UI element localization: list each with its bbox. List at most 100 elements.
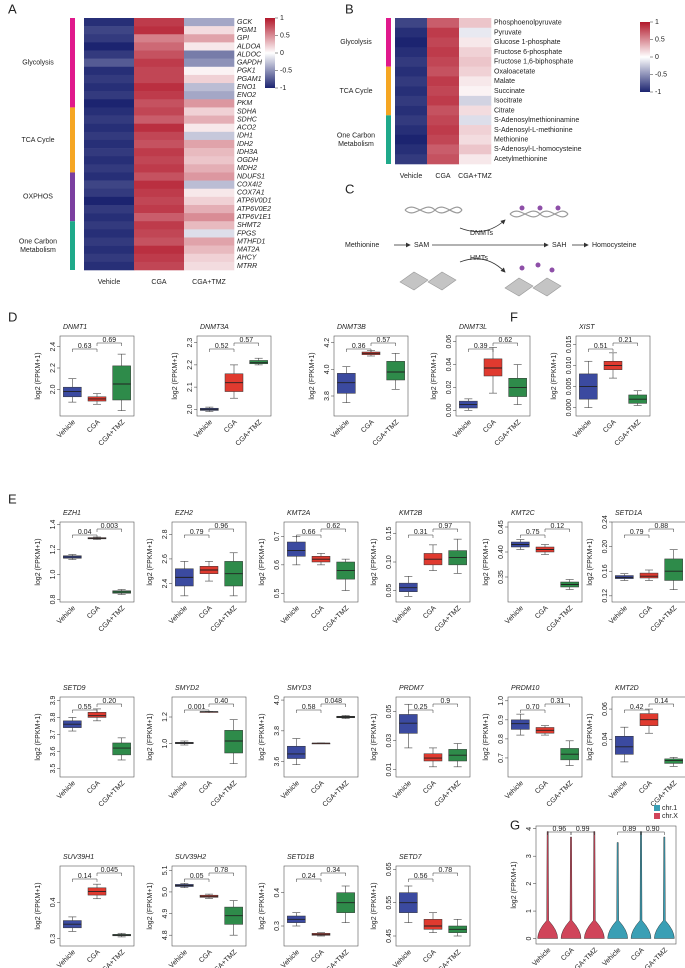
panel-label: G bbox=[510, 817, 520, 832]
heatmap-cell bbox=[427, 56, 460, 67]
x-tick-label: CGA+TMZ bbox=[458, 173, 492, 180]
plot-frame bbox=[171, 696, 247, 778]
y-tick-label: 0.7 bbox=[498, 753, 505, 763]
significance-bracket bbox=[588, 348, 614, 352]
row-label: SDHA bbox=[237, 108, 257, 115]
group-label: Glycolysis bbox=[22, 60, 54, 67]
box bbox=[664, 558, 683, 581]
colorbar bbox=[640, 22, 650, 92]
significance-bracket bbox=[320, 872, 346, 876]
y-tick-label: 0.8 bbox=[50, 595, 57, 605]
box bbox=[337, 373, 356, 394]
y-tick-label: 1.0 bbox=[162, 739, 169, 749]
panel-title: KMT2B bbox=[399, 510, 423, 517]
x-tick-label: CGA+TMZ bbox=[322, 948, 351, 968]
x-tick-label: CGA+TMZ bbox=[98, 779, 127, 808]
panel-label: B bbox=[345, 1, 354, 16]
row-label: OGDH bbox=[237, 157, 259, 164]
y-tick-label: 0.20 bbox=[602, 540, 609, 554]
y-tick-label: 0.03 bbox=[386, 734, 393, 748]
heatmap-cell bbox=[395, 125, 428, 136]
significance-bracket bbox=[72, 348, 98, 352]
y-tick-label: 3.8 bbox=[50, 712, 57, 722]
heatmap-cell bbox=[395, 27, 428, 38]
heatmap-cell bbox=[84, 245, 135, 255]
y-tick-label: 2.2 bbox=[50, 363, 57, 373]
row-label: IDH2 bbox=[237, 141, 253, 148]
significance-bracket bbox=[208, 528, 234, 532]
p-value: 0.66 bbox=[302, 529, 316, 536]
row-label: NDUFS1 bbox=[237, 173, 265, 180]
p-value: 0.14 bbox=[655, 698, 669, 705]
violin bbox=[537, 831, 558, 939]
x-tick-label: CGA+TMZ bbox=[546, 604, 575, 633]
legend-swatch bbox=[654, 813, 660, 819]
x-tick-label: Vehicle bbox=[572, 419, 593, 440]
group-label: One Carbon Metabolism bbox=[337, 132, 375, 147]
heatmap-cell bbox=[395, 105, 428, 116]
heatmap-cell bbox=[459, 105, 492, 116]
p-value: 0.62 bbox=[327, 523, 341, 530]
diagram-label: DNMTs bbox=[470, 230, 493, 237]
heatmap-cell bbox=[84, 131, 135, 141]
x-tick-label: Vehicle bbox=[504, 780, 525, 801]
panel-title: XIST bbox=[578, 324, 595, 331]
y-tick-label: 3.6 bbox=[274, 757, 281, 767]
y-tick-label: 0.02 bbox=[446, 381, 453, 395]
y-tick-label: 0.5 bbox=[274, 588, 281, 598]
panel-title: KMT2C bbox=[511, 510, 536, 517]
x-tick-label: Vehicle bbox=[280, 780, 301, 801]
heatmap-cell bbox=[134, 58, 185, 68]
x-tick-label: CGA+TMZ bbox=[650, 604, 679, 633]
p-value: 0.05 bbox=[190, 873, 204, 880]
colorbar-tick-label: 0 bbox=[280, 50, 284, 57]
y-tick-label: 2.4 bbox=[162, 579, 169, 589]
panel-title: KMT2D bbox=[615, 685, 639, 692]
significance-bracket bbox=[184, 709, 210, 713]
panel-title: SETD1B bbox=[287, 854, 315, 861]
colorbar-tick-label: 1 bbox=[655, 19, 659, 26]
significance-bracket bbox=[346, 348, 372, 352]
heatmap-cell bbox=[184, 42, 235, 51]
heatmap-cell bbox=[134, 18, 185, 27]
row-label: Pyruvate bbox=[494, 29, 522, 36]
heatmap-cell bbox=[134, 148, 185, 157]
heatmap-cell bbox=[184, 50, 235, 59]
x-tick-label: Vehicle bbox=[392, 780, 413, 801]
box bbox=[639, 572, 659, 579]
x-tick-label: CGA+TMZ bbox=[434, 948, 463, 968]
row-label: Methionine bbox=[494, 137, 528, 144]
row-label: ENO1 bbox=[237, 84, 256, 91]
x-tick-label: CGA+TMZ bbox=[322, 604, 351, 633]
y-axis-label: log2 (FPKM+1) bbox=[35, 882, 42, 929]
row-label: COX4I2 bbox=[237, 181, 262, 188]
y-axis-label: log2 (FPKM+1) bbox=[371, 882, 378, 929]
heatmap-cell bbox=[134, 172, 185, 181]
heatmap-cell bbox=[134, 26, 185, 35]
p-value: 0.63 bbox=[78, 343, 92, 350]
heatmap-cell bbox=[459, 47, 492, 58]
x-tick-label: CGA bbox=[360, 419, 376, 435]
significance-bracket bbox=[296, 878, 322, 882]
heatmap-cell bbox=[84, 180, 135, 190]
heatmap-cell bbox=[427, 154, 460, 165]
heatmap-cell bbox=[459, 125, 492, 136]
p-value: 0.62 bbox=[499, 337, 513, 344]
y-tick-label: 0.55 bbox=[386, 896, 393, 910]
p-value: 0.24 bbox=[302, 873, 316, 880]
row-label: MDH2 bbox=[237, 165, 257, 172]
panel-title: PRDM10 bbox=[511, 685, 540, 692]
significance-bracket bbox=[648, 703, 674, 707]
significance-bracket bbox=[96, 872, 122, 876]
y-tick-label: 2.0 bbox=[187, 404, 194, 414]
heatmap-cell bbox=[459, 18, 492, 29]
x-tick-label: Vehicle bbox=[56, 419, 77, 440]
y-tick-label: 1.2 bbox=[50, 545, 57, 555]
y-tick-label: 3.8 bbox=[274, 726, 281, 736]
row-label: ALDOA bbox=[236, 43, 261, 50]
p-value: 0.78 bbox=[215, 867, 229, 874]
heatmap-cell bbox=[184, 164, 235, 173]
heatmap-cell bbox=[459, 154, 492, 165]
significance-bracket bbox=[208, 872, 234, 876]
p-value: 0.14 bbox=[78, 873, 92, 880]
